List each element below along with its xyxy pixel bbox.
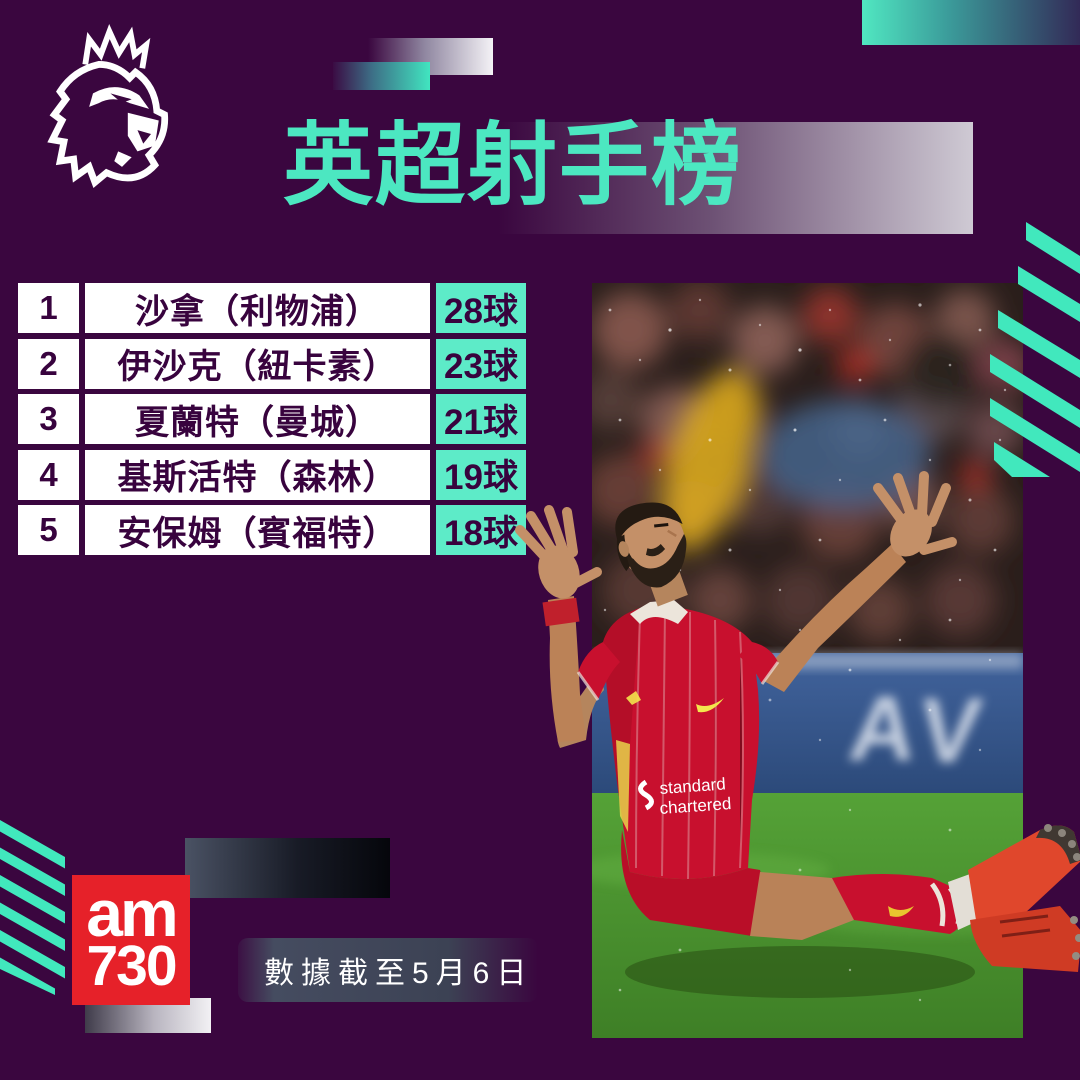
goals-cell: 28球 xyxy=(436,283,526,333)
knee-skin xyxy=(750,872,855,940)
player-figure: standard chartered xyxy=(515,471,1080,972)
player-shadow xyxy=(625,946,975,998)
player-cell: 沙拿（利物浦） xyxy=(85,283,430,333)
table-row: 5 安保姆（賓福特） 18球 xyxy=(18,505,526,555)
player-photo: A V xyxy=(515,283,1080,1038)
page-title: 英超射手榜 xyxy=(283,116,743,216)
svg-text:V: V xyxy=(914,678,986,782)
wristband xyxy=(542,597,580,627)
table-row: 2 伊沙克（紐卡素） 23球 xyxy=(18,338,526,389)
dark-gradient-bar xyxy=(185,838,390,898)
accent-bar-top-right xyxy=(862,0,1080,45)
jersey-pinstripes xyxy=(635,609,744,881)
premier-league-lion-icon xyxy=(47,23,169,188)
table-row: 1 沙拿（利物浦） 28球 xyxy=(18,283,526,333)
table-row: 3 夏蘭特（曼城） 21球 xyxy=(18,394,526,444)
goals-cell: 23球 xyxy=(436,338,526,389)
player-cell: 安保姆（賓福特） xyxy=(85,505,430,555)
rank-cell: 3 xyxy=(18,394,79,444)
goals-cell: 21球 xyxy=(436,394,526,444)
footer-note-bar: 數據截至5月6日 xyxy=(238,938,538,1002)
diagonal-stripes-bottom-left-icon xyxy=(0,820,65,995)
jersey-sponsor-line1: standard xyxy=(659,774,726,798)
nike-swoosh-icon xyxy=(696,698,724,713)
am730-logo-line2: 730 xyxy=(86,934,177,999)
right-hand xyxy=(873,471,957,555)
yellow-banner-blur xyxy=(661,368,759,552)
player-cell: 基斯活特（森林） xyxy=(85,449,430,500)
rank-cell: 1 xyxy=(18,283,79,333)
sponsor-mark-icon xyxy=(638,779,654,811)
boots xyxy=(968,824,1080,972)
footer-note: 數據截至5月6日 xyxy=(264,957,534,990)
goals-cell: 19球 xyxy=(436,449,526,500)
rank-cell: 2 xyxy=(18,338,79,389)
am730-logo-line1: am xyxy=(86,875,178,950)
jersey-collar xyxy=(630,600,688,624)
club-crest xyxy=(626,691,641,705)
jersey-yellow-trim xyxy=(616,740,630,832)
player-cell: 夏蘭特（曼城） xyxy=(85,394,430,444)
player-head xyxy=(615,502,688,607)
player-cell: 伊沙克（紐卡素） xyxy=(85,338,430,389)
title-gradient-band xyxy=(498,122,973,234)
diagonal-stripes-top-right-icon xyxy=(990,222,1080,477)
am730-logo: am 730 xyxy=(72,875,190,1005)
blue-flag-blur xyxy=(760,400,930,510)
scorer-table: 1 沙拿（利物浦） 28球 2 伊沙克（紐卡素） 23球 3 夏蘭特（曼城） 2… xyxy=(18,283,526,555)
rank-cell: 5 xyxy=(18,505,79,555)
table-row: 4 基斯活特（森林） 19球 xyxy=(18,449,526,500)
rank-cell: 4 xyxy=(18,449,79,500)
jersey-sponsor-line2: chartered xyxy=(659,794,732,818)
goals-cell: 18球 xyxy=(436,505,526,555)
svg-text:A: A xyxy=(844,676,921,780)
ad-board-letters: A V xyxy=(844,676,986,782)
accent-bar-teal xyxy=(333,62,430,90)
